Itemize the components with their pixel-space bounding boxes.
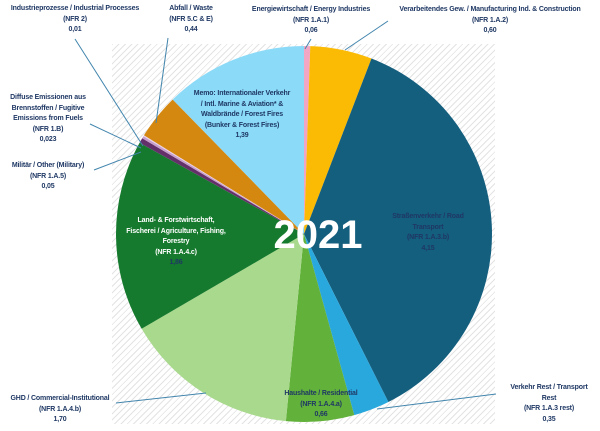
pie-slice-transport_rest[interactable] bbox=[304, 234, 389, 416]
label-road: Straßenverkehr / Road Transport (NFR 1.A.3… bbox=[358, 212, 498, 254]
leader-line-waste bbox=[155, 37, 169, 124]
label-waste: Abfall / Waste (NFR 5.C & E) 0,44 bbox=[141, 4, 241, 36]
label-military-line: (NFR 1.A.5) bbox=[29, 172, 67, 180]
leader-line-fugitive bbox=[89, 123, 142, 149]
leader-line-industrial bbox=[74, 38, 144, 147]
label-fugitive: Diffuse Emissionen aus Brennstoffen / Fug… bbox=[0, 93, 96, 146]
label-memo: Memo: Internationaler Verkehr / Intl. Mar… bbox=[172, 89, 312, 142]
label-transport_rest-line: Rest bbox=[541, 394, 557, 402]
label-transport_rest-line: 0,35 bbox=[542, 415, 556, 423]
label-memo-line: (Bunker & Forest Fires) bbox=[204, 121, 280, 129]
label-manufacturing-line: Verarbeitendes Gew. / Manufacturing Ind.… bbox=[399, 6, 581, 13]
label-energy-line: Energiewirtschaft / Energy Industries bbox=[251, 6, 371, 13]
pie-slice-military[interactable] bbox=[139, 138, 304, 234]
pie-slice-energy[interactable] bbox=[304, 45, 311, 234]
label-industrial-line: (NFR 2) bbox=[63, 15, 87, 23]
pie-slice-ghd[interactable] bbox=[141, 234, 304, 422]
label-manufacturing-line: 0,60 bbox=[483, 27, 497, 34]
pie-slice-residential[interactable] bbox=[285, 234, 355, 422]
label-transport_rest-line: (NFR 1.A.3 rest) bbox=[523, 405, 575, 412]
label-military: Militär / Other (Military) (NFR 1.A.5) 0,0… bbox=[0, 161, 96, 193]
label-energy: Energiewirtschaft / Energy Industries (NF… bbox=[246, 5, 376, 37]
leader-line-energy bbox=[304, 38, 312, 50]
pie-slice-road[interactable] bbox=[304, 58, 492, 402]
leader-line-ghd bbox=[115, 392, 207, 404]
label-residential-line: Haushalte / Residential bbox=[284, 390, 358, 397]
label-military-line: 0,05 bbox=[41, 183, 55, 190]
label-manufacturing-line: (NFR 1.A.2) bbox=[471, 16, 509, 24]
label-residential-line: (NFR 1.A.4.a) bbox=[300, 400, 342, 408]
label-memo-line: 1,39 bbox=[235, 132, 249, 139]
pie-slice-waste[interactable] bbox=[143, 99, 304, 234]
label-fugitive-line: Brennstoffen / Fugitive bbox=[11, 104, 85, 112]
label-memo-line: Memo: Internationaler Verkehr bbox=[193, 90, 291, 97]
label-energy-line: (NFR 1.A.1) bbox=[292, 16, 330, 24]
label-fugitive-line: Diffuse Emissionen aus bbox=[10, 94, 86, 101]
pie-slice-industrial[interactable] bbox=[143, 135, 304, 234]
label-waste-line: 0,44 bbox=[184, 26, 198, 33]
leader-line-manufacturing bbox=[344, 20, 389, 51]
label-transport_rest-line: Verkehr Rest / Transport bbox=[510, 384, 588, 391]
label-ghd-line: GHD / Commercial-Institutional bbox=[10, 395, 110, 402]
label-agriculture-line: (NFR 1.A.4.c) bbox=[155, 248, 197, 256]
label-military-line: Militär / Other (Military) bbox=[11, 162, 85, 169]
pie-slice-memo[interactable] bbox=[172, 46, 304, 234]
label-agriculture-line: 1,86 bbox=[169, 259, 183, 266]
label-industrial: Industrieprozesse / Industrial Processes… bbox=[0, 4, 150, 36]
leader-line-military bbox=[93, 151, 142, 171]
center-year-label: 2021 bbox=[273, 213, 363, 257]
label-residential: Haushalte / Residential (NFR 1.A.4.a) 0,66 bbox=[262, 389, 380, 421]
label-memo-line: Waldbrände / Forest Fires bbox=[201, 111, 283, 118]
label-fugitive-line: Emissions from Fuels bbox=[13, 115, 83, 122]
label-ghd: GHD / Commercial-Institutional (NFR 1.A.4… bbox=[2, 394, 118, 426]
label-agriculture-line: Forestry bbox=[162, 238, 190, 245]
label-industrial-line: Industrieprozesse / Industrial Processes bbox=[10, 5, 140, 12]
label-road-line: (NFR 1.A.3.b) bbox=[407, 234, 449, 241]
label-agriculture: Land- & Forstwirtschaft, Fischerei / Agri… bbox=[106, 216, 246, 269]
pie-slice-fugitive[interactable] bbox=[142, 136, 304, 234]
label-manufacturing: Verarbeitendes Gew. / Manufacturing Ind.… bbox=[375, 5, 600, 37]
label-transport_rest: Verkehr Rest / Transport Rest (NFR 1.A.3 r… bbox=[497, 383, 600, 425]
label-waste-line: Abfall / Waste bbox=[169, 5, 213, 12]
leader-line-transport_rest bbox=[376, 393, 497, 410]
label-agriculture-line: Land- & Forstwirtschaft, bbox=[137, 217, 215, 224]
label-fugitive-line: 0,023 bbox=[39, 136, 57, 143]
label-road-line: 4,15 bbox=[421, 244, 435, 252]
label-industrial-line: 0,01 bbox=[68, 26, 82, 33]
pie-slice-manufacturing[interactable] bbox=[304, 46, 372, 234]
label-waste-line: (NFR 5.C & E) bbox=[169, 15, 213, 23]
pie-slice-agriculture[interactable] bbox=[116, 142, 305, 329]
label-ghd-line: 1,70 bbox=[53, 416, 67, 423]
label-ghd-line: (NFR 1.A.4.b) bbox=[39, 405, 81, 413]
label-memo-line: / Intl. Marine & Aviation* & bbox=[200, 100, 284, 108]
label-road-line: Straßenverkehr / Road bbox=[392, 213, 464, 220]
label-fugitive-line: (NFR 1.B) bbox=[32, 125, 64, 133]
label-road-line: Transport bbox=[412, 223, 444, 231]
label-energy-line: 0,06 bbox=[304, 27, 318, 34]
label-residential-line: 0,66 bbox=[314, 411, 328, 418]
label-agriculture-line: Fischerei / Agriculture, Fishing, bbox=[126, 227, 226, 235]
